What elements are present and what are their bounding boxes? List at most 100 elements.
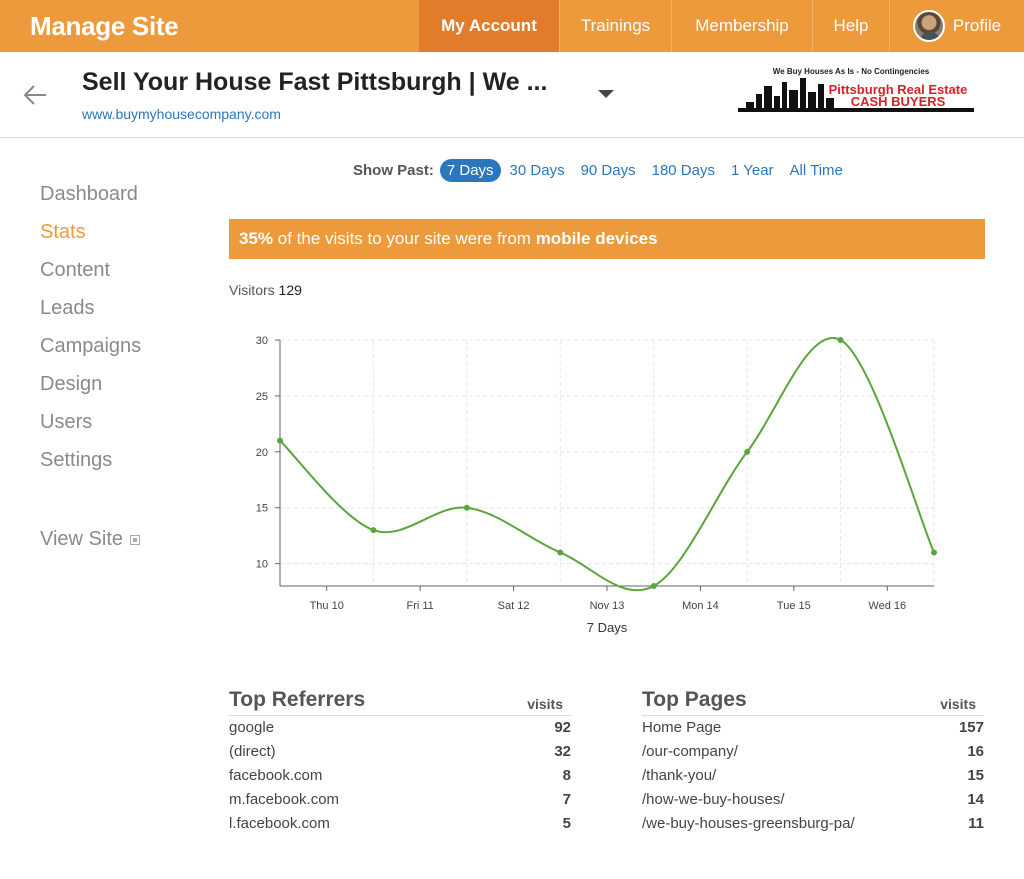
table-row: facebook.com 8 xyxy=(229,764,571,788)
time-range-filter: Show Past: 7 Days 30 Days 90 Days 180 Da… xyxy=(353,159,852,182)
row-visits: 14 xyxy=(967,791,984,808)
top-pages-table: Top Pages visits Home Page 157 /our-compa… xyxy=(642,688,984,836)
row-name: facebook.com xyxy=(229,767,323,784)
row-visits: 5 xyxy=(562,815,571,832)
sidebar-item-design[interactable]: Design xyxy=(40,373,103,395)
nav-profile[interactable]: Profile xyxy=(889,0,1024,52)
table-row: (direct) 32 xyxy=(229,740,571,764)
nav-menu: My Account Trainings Membership Help Pro… xyxy=(419,0,1024,52)
sidebar-item-campaigns[interactable]: Campaigns xyxy=(40,335,142,357)
row-visits: 7 xyxy=(562,791,571,808)
row-visits: 92 xyxy=(554,719,571,736)
row-name: /how-we-buy-houses/ xyxy=(642,791,785,808)
visitors-count: 129 xyxy=(278,282,302,298)
range-30-days[interactable]: 30 Days xyxy=(509,162,565,179)
site-dropdown-chevron-icon[interactable] xyxy=(598,90,614,98)
avatar xyxy=(912,10,945,42)
series-line xyxy=(279,336,935,592)
range-7-days[interactable]: 7 Days xyxy=(439,159,501,182)
data-point xyxy=(931,549,937,556)
mobile-visits-banner: 35% of the visits to your site were from… xyxy=(229,219,985,259)
y-tick-label: 30 xyxy=(256,335,268,347)
row-name: google xyxy=(229,719,275,736)
table-row: Home Page 157 xyxy=(642,716,984,740)
sidebar-item-stats[interactable]: Stats xyxy=(40,221,86,243)
x-tick-label: Tue 15 xyxy=(777,600,811,612)
x-tick-label: Sat 12 xyxy=(498,600,530,612)
table-header: Top Referrers visits xyxy=(229,688,571,716)
table-title: Top Pages xyxy=(642,688,747,711)
table-row: /thank-you/15 xyxy=(642,764,984,788)
nav-my-account[interactable]: My Account xyxy=(419,0,559,52)
top-nav: Manage Site My Account Trainings Members… xyxy=(0,0,1024,52)
table-row: /how-we-buy-houses/14 xyxy=(642,788,984,812)
visitors-label: Visitors xyxy=(229,282,275,298)
row-name: m.facebook.com xyxy=(229,791,340,808)
row-visits: 8 xyxy=(562,767,571,784)
back-arrow-icon[interactable] xyxy=(22,82,48,108)
data-point xyxy=(370,527,377,534)
site-url-link[interactable]: www.buymyhousecompany.com xyxy=(82,106,281,122)
visitors-summary: Visitors 129 xyxy=(229,282,302,298)
sidebar: Dashboard Stats Content Leads Campaigns … xyxy=(40,180,141,484)
table-row: l.facebook.com 5 xyxy=(229,812,571,836)
table-row: google 92 xyxy=(229,716,571,740)
x-tick-label: Thu 10 xyxy=(310,600,344,612)
data-point xyxy=(744,448,751,455)
table-row: /our-company/16 xyxy=(642,740,984,764)
row-name: (direct) xyxy=(229,743,276,760)
y-tick-label: 20 xyxy=(256,447,268,459)
skyline-icon xyxy=(738,78,974,112)
site-title: Sell Your House Fast Pittsburgh | We ... xyxy=(82,68,548,96)
row-name: Home Page xyxy=(642,719,722,736)
nav-help[interactable]: Help xyxy=(812,0,889,52)
logo-tagline: We Buy Houses As Is - No Contingencies xyxy=(773,67,930,76)
table-column-header: visits xyxy=(527,696,563,712)
data-point xyxy=(277,437,283,444)
site-header: Sell Your House Fast Pittsburgh | We ...… xyxy=(0,52,1024,138)
site-logo: We Buy Houses As Is - No Contingencies P… xyxy=(738,67,974,112)
visitors-line-chart: 10 15 20 25 30 Thu 10 Fri 11 Sat 12 Nov 13 Mon 14… xyxy=(256,335,937,635)
sidebar-item-leads[interactable]: Leads xyxy=(40,297,95,319)
row-visits: 157 xyxy=(958,719,984,736)
data-point xyxy=(557,549,564,556)
data-point xyxy=(463,504,470,511)
brand-title[interactable]: Manage Site xyxy=(30,11,179,41)
range-all-time[interactable]: All Time xyxy=(789,162,843,179)
mobile-percent: 35% xyxy=(239,229,274,248)
banner-text: of the visits to your site were from xyxy=(273,229,536,248)
table-row: m.facebook.com 7 xyxy=(229,788,571,812)
nav-membership[interactable]: Membership xyxy=(671,0,812,52)
y-tick-label: 25 xyxy=(256,391,268,403)
sidebar-item-dashboard[interactable]: Dashboard xyxy=(40,183,138,205)
row-name: /our-company/ xyxy=(642,743,738,760)
data-point xyxy=(650,583,657,589)
row-visits: 11 xyxy=(968,815,984,832)
table-header: Top Pages visits xyxy=(642,688,984,716)
y-tick-label: 15 xyxy=(256,503,268,515)
x-tick-label: Mon 14 xyxy=(682,600,719,612)
data-point xyxy=(837,337,844,343)
nav-trainings[interactable]: Trainings xyxy=(559,0,671,52)
range-1-year[interactable]: 1 Year xyxy=(730,162,774,179)
range-180-days[interactable]: 180 Days xyxy=(651,162,715,179)
range-90-days[interactable]: 90 Days xyxy=(580,162,636,179)
logo-line1: Pittsburgh Real Estate xyxy=(829,82,968,97)
y-tick-label: 10 xyxy=(256,559,268,571)
row-name: l.facebook.com xyxy=(229,815,330,832)
table-title: Top Referrers xyxy=(229,688,366,711)
table-row: /we-buy-houses-greensburg-pa/11 xyxy=(642,812,984,836)
x-axis-label: 7 Days xyxy=(587,620,628,635)
x-tick-label: Wed 16 xyxy=(868,600,906,612)
row-visits: 16 xyxy=(967,743,984,760)
x-tick-label: Nov 13 xyxy=(590,600,625,612)
external-link-icon xyxy=(130,534,141,545)
row-name: /we-buy-houses-greensburg-pa/ xyxy=(642,815,855,832)
x-tick-label: Fri 11 xyxy=(406,600,433,612)
range-label: Show Past: xyxy=(353,162,434,179)
view-site-link[interactable]: View Site xyxy=(40,528,141,551)
sidebar-item-content[interactable]: Content xyxy=(40,259,111,281)
top-referrers-table: Top Referrers visits google 92 (direct) 32… xyxy=(229,688,571,836)
sidebar-item-settings[interactable]: Settings xyxy=(40,449,113,471)
sidebar-item-users[interactable]: Users xyxy=(40,411,93,433)
